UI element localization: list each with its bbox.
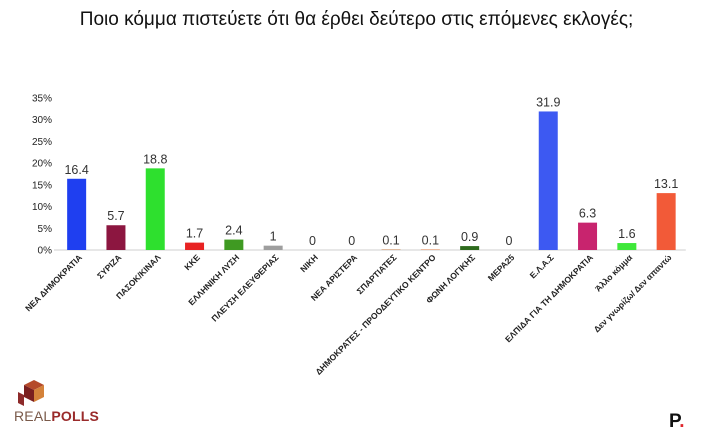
category-label: Ε.Λ.Α.Σ xyxy=(528,252,556,280)
y-tick-label: 35% xyxy=(32,94,52,105)
data-label: 0.1 xyxy=(382,234,399,248)
y-tick-label: 10% xyxy=(32,202,52,213)
y-axis-ticks: 0% 5% 10% 15% 20% 25% 30% 35% xyxy=(32,94,52,257)
category-label: ΣΥΡΙΖΑ xyxy=(95,252,123,280)
y-tick-label: 15% xyxy=(32,180,52,191)
category-label: ΠΛΕΥΣΗ ΕΛΕΥΘΕΡΙΑΣ xyxy=(209,252,280,323)
bar xyxy=(656,193,676,250)
chart-title: Ποιο κόμμα πιστεύετε ότι θα έρθει δεύτερ… xyxy=(79,9,634,30)
data-label: 0.9 xyxy=(461,230,478,244)
data-label: 1 xyxy=(270,230,277,244)
bar xyxy=(538,111,558,250)
bar xyxy=(67,178,87,250)
data-label: 0 xyxy=(505,234,512,248)
data-label: 18.8 xyxy=(143,152,167,166)
y-tick-label: 25% xyxy=(32,137,52,148)
y-tick-label: 5% xyxy=(38,224,53,235)
category-label: ΕΛΠΙΔΑ ΓΙΑ ΤΗ ΔΗΜΟΚΡΑΤΙΑ xyxy=(503,252,595,344)
data-label: 1.6 xyxy=(618,227,635,241)
data-label: 1.7 xyxy=(186,227,203,241)
data-label: 5.7 xyxy=(107,209,124,223)
bar xyxy=(617,243,637,250)
data-label: 0 xyxy=(309,234,316,248)
bar xyxy=(145,168,165,250)
data-label: 16.4 xyxy=(64,163,88,177)
category-label: ΚΚΕ xyxy=(182,252,202,272)
category-label: ΝΙΚΗ xyxy=(298,252,320,274)
y-tick-label: 20% xyxy=(32,159,52,170)
bar xyxy=(578,222,598,250)
data-label: 13.1 xyxy=(654,177,678,191)
data-label: 31.9 xyxy=(536,95,560,109)
category-label: Άλλο κόμμα xyxy=(593,252,635,294)
publisher-logo: P. xyxy=(669,411,685,432)
logo-wordmark: REALPOLLS xyxy=(14,408,100,424)
bar xyxy=(263,245,283,250)
bar xyxy=(106,225,126,250)
data-label: 0.1 xyxy=(422,234,439,248)
category-label: ΣΠΑΡΤΙΑΤΕΣ xyxy=(355,252,399,296)
data-label: 0 xyxy=(348,234,355,248)
y-tick-label: 30% xyxy=(32,115,52,126)
category-label: ΝΕΑ ΔΗΜΟΚΡΑΤΙΑ xyxy=(23,252,84,313)
bar xyxy=(460,246,480,250)
category-label: ΜΕΡΑ25 xyxy=(486,252,517,283)
data-label: 2.4 xyxy=(225,224,242,238)
y-tick-label: 0% xyxy=(38,246,53,257)
bar xyxy=(224,239,244,250)
bars xyxy=(67,111,676,250)
data-label: 6.3 xyxy=(579,207,596,221)
category-label: Δεν γνωρίζω/ Δεν απαντώ xyxy=(592,252,674,334)
logo-cubes-icon xyxy=(18,380,44,406)
bar xyxy=(185,242,205,250)
realpolls-logo: REALPOLLS xyxy=(14,378,124,428)
data-labels: 16.4 5.7 18.8 1.7 2.4 1 0 0 0.1 0.1 0.9 0 31.9 6.3 1.6… xyxy=(64,95,678,248)
